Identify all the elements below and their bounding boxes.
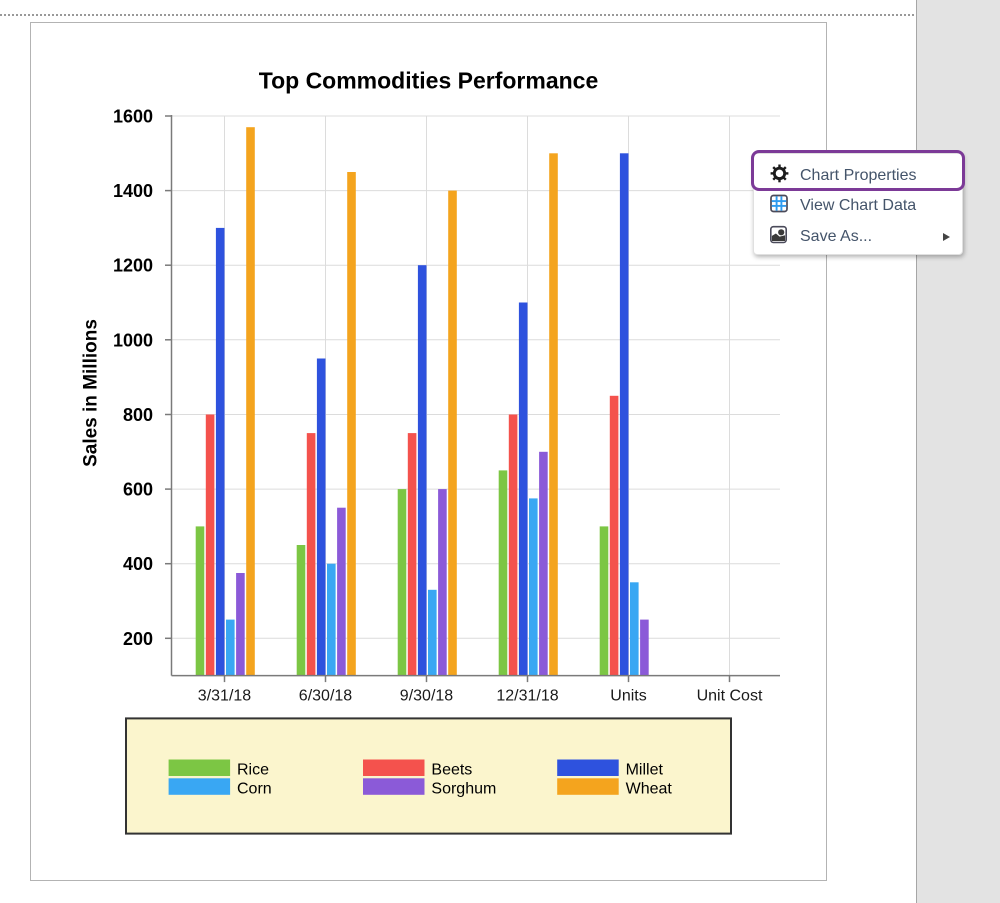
svg-text:Unit Cost: Unit Cost [697,688,763,705]
svg-text:400: 400 [123,554,153,574]
svg-text:800: 800 [123,405,153,425]
svg-text:1000: 1000 [113,330,153,350]
svg-text:1600: 1600 [113,107,153,127]
svg-text:600: 600 [123,480,153,500]
svg-text:Sorghum: Sorghum [431,780,496,797]
svg-text:1200: 1200 [113,256,153,276]
svg-text:Sales in Millions: Sales in Millions [81,319,102,467]
svg-text:Units: Units [610,688,646,705]
svg-text:12/31/18: 12/31/18 [496,688,558,705]
svg-text:9/30/18: 9/30/18 [400,688,453,705]
svg-text:3/31/18: 3/31/18 [198,688,251,705]
svg-text:Millet: Millet [626,762,664,779]
svg-text:Corn: Corn [237,780,272,797]
svg-text:6/30/18: 6/30/18 [299,688,352,705]
svg-text:Rice: Rice [237,762,269,779]
svg-text:200: 200 [123,629,153,649]
svg-text:Beets: Beets [431,762,472,779]
svg-text:Wheat: Wheat [626,780,673,797]
svg-text:Top Commodities Performance: Top Commodities Performance [259,68,599,94]
svg-text:1400: 1400 [113,181,153,201]
